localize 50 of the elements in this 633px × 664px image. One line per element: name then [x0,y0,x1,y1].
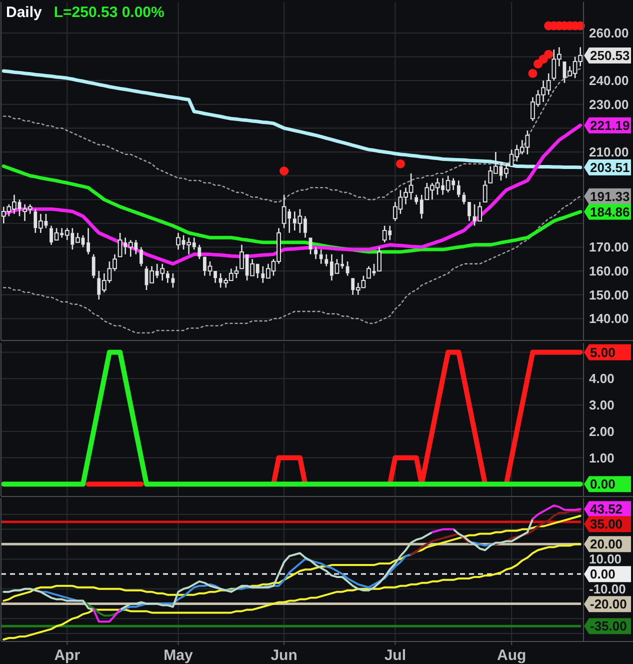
data-label: 221.19 [590,118,630,133]
line-series [2,543,582,641]
x-tick-label: Jun [270,647,298,664]
point [544,50,554,59]
candlestick [324,254,328,267]
line-series [2,69,582,170]
y-tick-label: 10.00 [589,552,622,567]
data-label: 0.00 [590,476,616,492]
data-label: 184.86 [590,204,630,220]
y-tick-label: 260.00 [589,25,629,40]
line-series [82,600,116,617]
line-series [2,514,582,602]
point [528,68,538,78]
y-tick-label: 4.00 [589,371,614,386]
data-label: 5.00 [590,344,616,360]
point [280,166,289,176]
candlestick [140,246,143,267]
y-tick-label: -10.00 [589,582,626,597]
y-tick-label: 140.00 [589,311,629,326]
y-tick-label: 210.00 [589,144,629,160]
data-label: 203.51 [590,160,630,175]
candlestick [414,194,418,205]
ref-line-label: 35.00 [590,516,623,532]
x-tick-label: Aug [496,647,526,664]
candlestick [314,246,318,260]
y-tick-label: 240.00 [589,73,629,88]
ref-line-label: -20.00 [590,596,627,612]
y-tick-label: 230.00 [589,96,629,112]
y-tick-label: 1.00 [589,450,614,466]
candlestick [319,248,323,264]
text: 250.53 [590,48,630,64]
data-label: 43.52 [590,502,623,517]
x-tick-label: Apr [54,647,80,664]
x-tick-label: Jul [384,647,406,664]
y-tick-label: 160.00 [589,264,629,279]
point [396,159,405,168]
candlestick [86,227,90,255]
y-tick-label: 2.00 [589,424,614,439]
x-tick-label: May [164,647,194,664]
y-tick-label: 3.00 [589,398,614,413]
line-series [2,196,582,334]
ref-line-label: 0.00 [590,566,616,582]
chart-title: Daily [6,4,43,21]
ref-line-label: 20.00 [590,536,623,552]
chart-subtitle: L=250.53 0.00% [54,4,164,21]
y-tick-label: 170.00 [589,240,629,255]
data-label: 191.33 [590,188,630,204]
y-tick-label: 150.00 [589,287,629,302]
ref-line-label: -35.00 [590,618,627,634]
candlestick [456,180,460,198]
